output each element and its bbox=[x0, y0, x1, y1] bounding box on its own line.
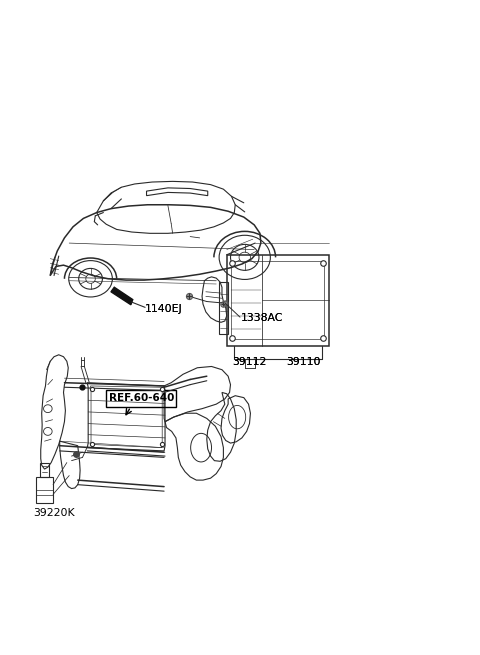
Text: REF.60-640: REF.60-640 bbox=[108, 393, 174, 403]
Text: 1140EJ: 1140EJ bbox=[145, 304, 183, 314]
Bar bbox=[227, 255, 329, 346]
Text: 1338AC: 1338AC bbox=[241, 313, 283, 324]
Bar bbox=[231, 261, 324, 339]
Text: 39112: 39112 bbox=[232, 357, 266, 367]
Text: 1338AC: 1338AC bbox=[241, 313, 283, 324]
Bar bbox=[36, 477, 53, 503]
Bar bbox=[106, 390, 177, 407]
Text: 39110: 39110 bbox=[287, 357, 321, 367]
Text: 39112: 39112 bbox=[232, 357, 266, 367]
Polygon shape bbox=[111, 288, 133, 305]
Bar bbox=[219, 282, 228, 334]
Text: 39220K: 39220K bbox=[34, 508, 75, 517]
Bar bbox=[40, 462, 49, 477]
Text: 1140EJ: 1140EJ bbox=[145, 304, 183, 314]
Text: 39110: 39110 bbox=[287, 357, 321, 367]
